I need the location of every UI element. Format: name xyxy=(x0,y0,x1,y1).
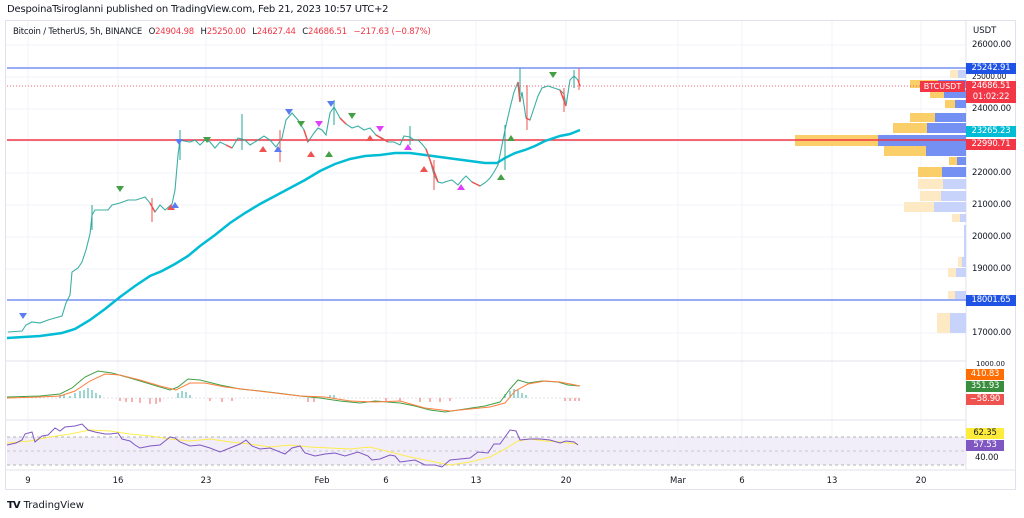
y-tick: 25000.00 xyxy=(972,72,1007,81)
y-tick: 17000.00 xyxy=(972,328,1011,338)
x-tick: 6 xyxy=(383,476,389,486)
resistance-price-badge: 25242.91 xyxy=(966,63,1016,74)
chart-frame xyxy=(5,20,1016,490)
x-tick: 9 xyxy=(25,476,31,486)
change-value: −217.63 (−0.87%) xyxy=(353,27,431,37)
x-tick: 20 xyxy=(915,476,927,486)
macd-histogram-badge: −58.90 xyxy=(966,394,1004,405)
ema-line[interactable] xyxy=(6,128,581,340)
y-tick: 20000.00 xyxy=(972,232,1011,242)
y-tick: 21000.00 xyxy=(972,200,1011,210)
published-line: DespoinaTsiroglanni published on Trading… xyxy=(7,4,389,15)
y-tick: 26000.00 xyxy=(972,40,1011,50)
tradingview-logo-icon: TV xyxy=(7,500,21,511)
last-price-badge: 24686.51 01:02:22 xyxy=(966,81,1016,103)
macd-pane[interactable] xyxy=(6,370,581,413)
symbol-title[interactable]: Bitcoin / TetherUS, 5h, BINANCE xyxy=(13,27,143,37)
rsi-pane[interactable] xyxy=(6,423,966,468)
bar-countdown: 01:02:22 xyxy=(972,92,1010,102)
red-level-badge: 22990.71 xyxy=(966,139,1016,150)
close-value: 24686.51 xyxy=(308,27,347,37)
macd-top-tick: 1000.00 xyxy=(976,360,1005,368)
y-tick: 22000.00 xyxy=(972,168,1011,178)
high-value: 25250.00 xyxy=(206,27,246,37)
x-tick: Feb xyxy=(314,476,330,486)
rsi-bottom-tick: 40.00 xyxy=(975,453,999,463)
signal-markers xyxy=(19,72,557,319)
open-value: 24904.98 xyxy=(155,27,195,37)
y-tick: 24000.00 xyxy=(972,104,1011,114)
tradingview-logo-text: TradingView xyxy=(23,500,84,511)
symbol-tag: BTCUSDT xyxy=(920,81,965,92)
ema-price-badge: 23265.23 xyxy=(966,126,1016,137)
x-tick: 13 xyxy=(470,476,482,486)
x-tick: 6 xyxy=(739,476,745,486)
tradingview-logo[interactable]: TV TradingView xyxy=(7,500,84,511)
y-tick: 19000.00 xyxy=(972,264,1011,274)
macd-line-badge: 351.93 xyxy=(966,381,1004,392)
x-tick: 16 xyxy=(112,476,124,486)
x-tick: Mar xyxy=(669,476,687,486)
rsi-badge: 57.53 xyxy=(966,440,1004,451)
rsi-ma-badge: 62.35 xyxy=(966,428,1004,439)
candles[interactable] xyxy=(7,68,581,333)
macd-signal-badge: 410.83 xyxy=(966,369,1004,380)
currency-unit[interactable]: USDT xyxy=(973,26,997,36)
x-tick: 13 xyxy=(826,476,838,486)
x-tick: 20 xyxy=(560,476,572,486)
ohlc-legend: Bitcoin / TetherUS, 5h, BINANCE O24904.9… xyxy=(13,27,431,37)
low-value: 24627.44 xyxy=(256,27,296,37)
x-tick: 23 xyxy=(200,476,212,486)
support-price-badge: 18001.65 xyxy=(966,295,1016,306)
